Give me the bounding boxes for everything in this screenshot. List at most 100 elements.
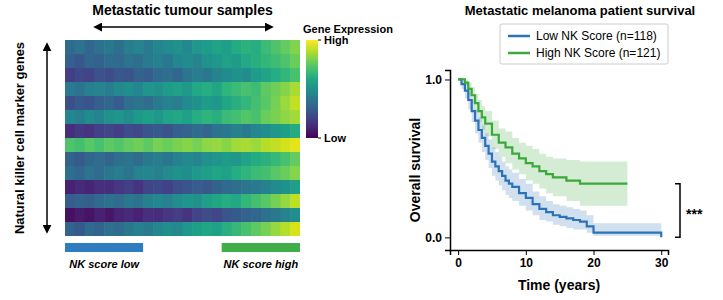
heatmap-cell [183, 82, 193, 97]
heatmap-cell [114, 40, 124, 55]
heatmap-cell [163, 54, 173, 69]
heatmap-cell [124, 110, 134, 125]
heatmap-cell [134, 96, 144, 111]
heatmap-cell [251, 82, 261, 97]
heatmap-cell [271, 138, 281, 153]
tick-label: 0 [455, 256, 462, 270]
heatmap-cell [271, 152, 281, 167]
heatmap-cell [124, 152, 134, 167]
heatmap-cell [163, 96, 173, 111]
title: Metastatic tumour samples [92, 2, 273, 18]
heatmap-cell [261, 110, 271, 125]
heatmap-cell [124, 180, 134, 195]
heatmap-cell [280, 68, 290, 83]
heatmap-cell [104, 82, 114, 97]
tick-label: 30 [655, 256, 669, 270]
heatmap-cell [134, 124, 144, 139]
group-segment [143, 243, 221, 252]
heatmap-cell [85, 208, 95, 223]
heatmap-cell [251, 54, 261, 69]
heatmap-cell [134, 54, 144, 69]
heatmap-cell [104, 194, 114, 209]
arrow [46, 44, 48, 232]
heatmap-cell [75, 110, 85, 125]
heatmap-cell [85, 166, 95, 181]
heatmap-cell [124, 68, 134, 83]
heatmap-cell [104, 54, 114, 69]
heatmap-cell [280, 110, 290, 125]
colorbar-tick [318, 138, 321, 139]
heatmap-cell [271, 110, 281, 125]
tick-group: 20 [587, 250, 601, 270]
heatmap-cell [114, 124, 124, 139]
heatmap-cell [114, 180, 124, 195]
heatmap-cell [94, 194, 104, 209]
heatmap-cell [114, 54, 124, 69]
heatmap-cell [212, 124, 222, 139]
heatmap-cell [163, 222, 173, 236]
heatmap-cell [222, 68, 232, 83]
plot-marks [458, 79, 661, 237]
heatmap-cell [202, 152, 212, 167]
heatmap-cell [222, 138, 232, 153]
heatmap-cell [163, 180, 173, 195]
heatmap-cell [241, 96, 251, 111]
group-bar [65, 243, 300, 252]
heatmap-cell [143, 40, 153, 55]
heatmap-cell [173, 96, 183, 111]
heatmap-cell [202, 40, 212, 55]
heatmap-cell [104, 110, 114, 125]
heatmap-cell [222, 54, 232, 69]
heatmap-cell [222, 40, 232, 55]
heatmap-cell [212, 82, 222, 97]
heatmap-cell [124, 194, 134, 209]
heatmap-cell [290, 180, 300, 195]
heatmap-cell [85, 194, 95, 209]
heatmap-cell [85, 152, 95, 167]
heatmap-cell [280, 152, 290, 167]
heatmap-cell [290, 208, 300, 223]
heatmap-cell [153, 54, 163, 69]
heatmap-cell [143, 180, 153, 195]
heatmap-cell [231, 54, 241, 69]
heatmap-cell [173, 138, 183, 153]
heatmap-cell [251, 152, 261, 167]
heatmap-cell [85, 222, 95, 236]
heatmap-cell [290, 194, 300, 209]
heatmap-cell [163, 152, 173, 167]
heatmap-cell [85, 124, 95, 139]
heatmap-cell [143, 166, 153, 181]
heatmap-cell [114, 110, 124, 125]
heatmap-cell [261, 166, 271, 181]
heatmap-cell [231, 166, 241, 181]
heatmap-cell [222, 180, 232, 195]
heatmap-cell [222, 208, 232, 223]
heatmap-cell [231, 68, 241, 83]
heatmap-cell [65, 152, 75, 167]
heatmap-cell [124, 40, 134, 55]
axis: 0102030 [451, 250, 669, 270]
tick-group: 1.0 [425, 73, 450, 87]
heatmap-cell [271, 96, 281, 111]
heatmap-cell [153, 40, 163, 55]
heatmap-cell [124, 54, 134, 69]
heatmap-cell [192, 96, 202, 111]
axis-title: Time (years) [518, 277, 600, 293]
tick-group: 0.0 [425, 231, 450, 245]
heatmap-cell [94, 180, 104, 195]
heatmap-cell [222, 124, 232, 139]
heatmap-cell [65, 124, 75, 139]
tick-label: 0.0 [425, 231, 442, 245]
heatmap-cell [153, 166, 163, 181]
heatmap-cell [173, 194, 183, 209]
axis-title: Overall survival [407, 118, 423, 222]
heatmap-cell [134, 82, 144, 97]
heatmap-cell [75, 82, 85, 97]
heatmap-cell [290, 222, 300, 236]
heatmap-cell [231, 138, 241, 153]
heatmap-cell [163, 82, 173, 97]
heatmap-cell [134, 194, 144, 209]
heatmap-cell [222, 152, 232, 167]
heatmap-cell [173, 110, 183, 125]
heatmap-cell [85, 96, 95, 111]
